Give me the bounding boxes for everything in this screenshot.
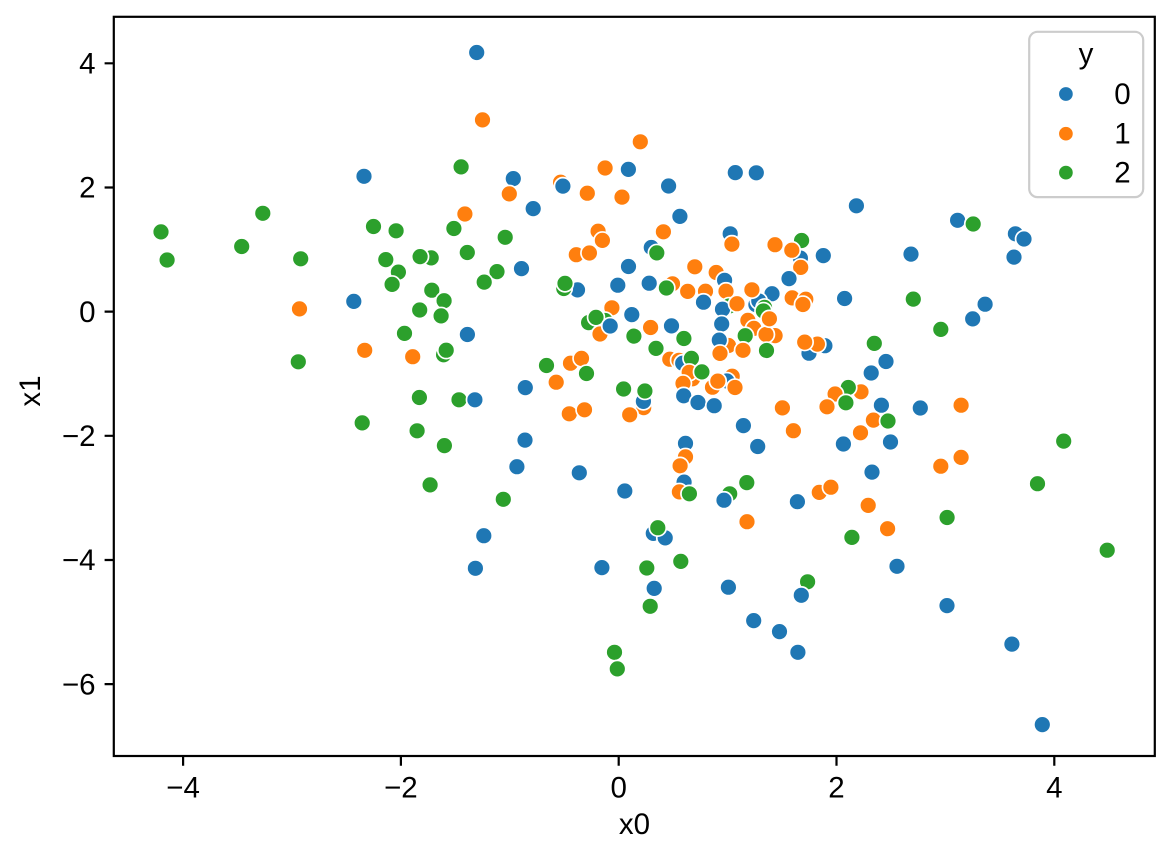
svg-text:x1: x1	[14, 375, 47, 406]
svg-text:0: 0	[1114, 78, 1130, 111]
svg-text:−2: −2	[384, 771, 418, 804]
svg-text:−2: −2	[62, 420, 96, 453]
svg-text:1: 1	[1114, 118, 1130, 151]
svg-text:4: 4	[1046, 771, 1062, 804]
svg-text:−6: −6	[62, 668, 96, 701]
svg-text:y: y	[1079, 37, 1094, 70]
svg-text:−4: −4	[62, 544, 96, 577]
svg-text:0: 0	[79, 296, 95, 329]
svg-text:2: 2	[79, 172, 95, 205]
svg-text:2: 2	[828, 771, 844, 804]
svg-text:4: 4	[79, 48, 95, 81]
svg-text:2: 2	[1114, 157, 1130, 190]
svg-text:x0: x0	[619, 808, 650, 841]
svg-text:−4: −4	[166, 771, 200, 804]
svg-text:0: 0	[610, 771, 626, 804]
